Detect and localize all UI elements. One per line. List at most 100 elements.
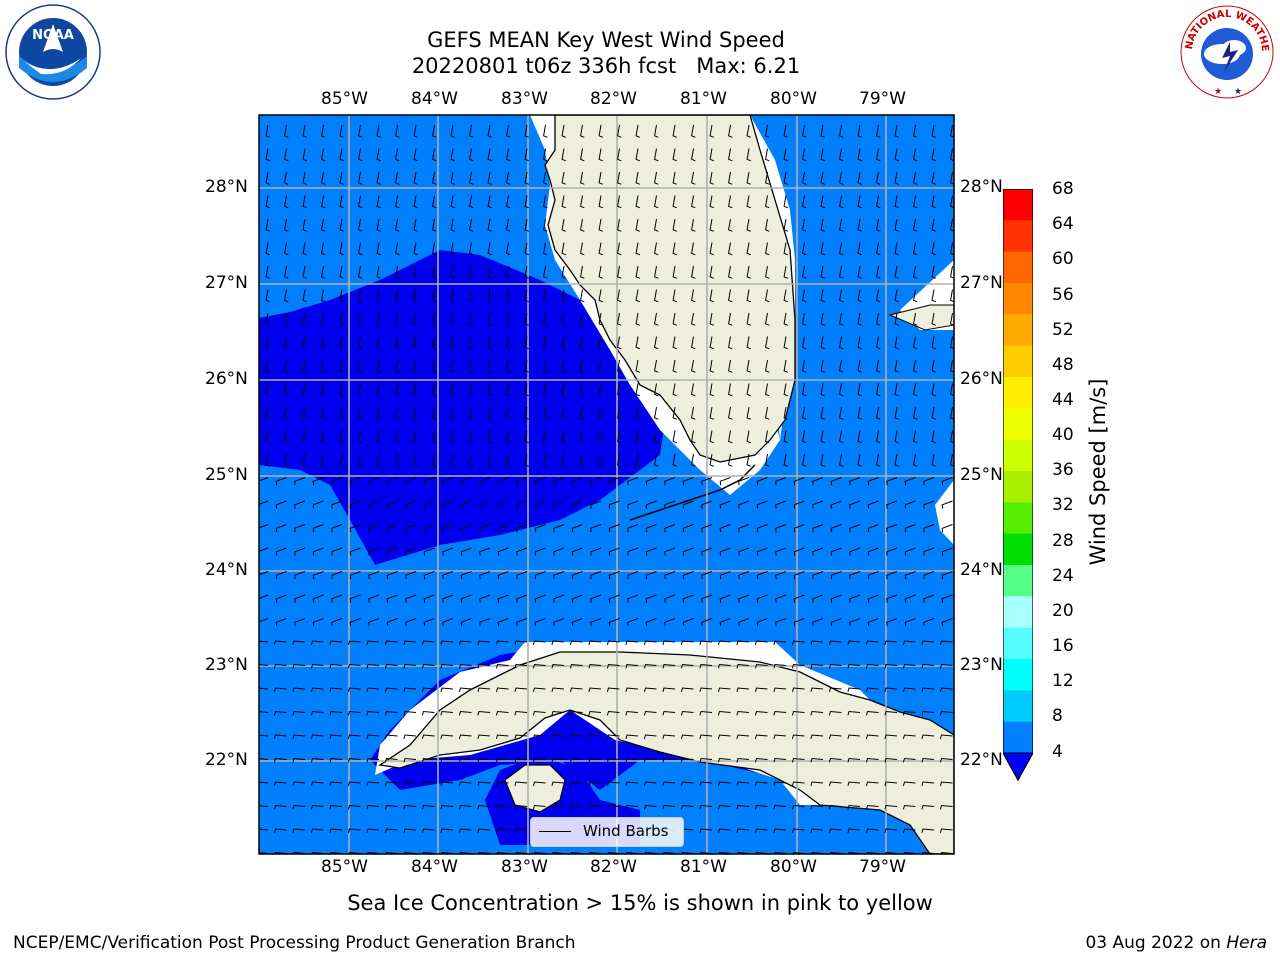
wind-barb — [273, 781, 287, 787]
wind-barb — [284, 195, 289, 209]
wind-barb — [495, 828, 509, 834]
wind-barb — [384, 734, 398, 740]
wind-barb — [339, 359, 344, 373]
colorbar — [1002, 188, 1034, 782]
wind-barb — [606, 757, 620, 763]
wind-barb — [588, 687, 602, 693]
wind-barb — [617, 265, 622, 279]
wind-barb — [644, 851, 657, 854]
wind-barb — [857, 383, 862, 397]
wind-barb — [450, 289, 455, 303]
wind-barb — [532, 710, 546, 716]
wind-barb — [339, 195, 344, 209]
wind-barb — [366, 734, 380, 740]
wind-barb — [339, 336, 344, 350]
wind-barb — [931, 359, 936, 373]
wind-barb — [830, 571, 842, 580]
wind-barb — [479, 571, 491, 580]
wind-barb — [440, 663, 454, 669]
colorbar-tick: 28 — [1052, 531, 1074, 551]
wind-barb — [802, 148, 807, 162]
wind-barb — [923, 618, 935, 627]
wind-barb — [791, 640, 805, 646]
wind-barb — [719, 547, 731, 556]
wind-barb — [746, 195, 751, 209]
wind-barb — [701, 594, 713, 603]
colorbar-tick: 36 — [1052, 460, 1074, 480]
wind-barb — [395, 195, 400, 209]
wind-barb — [376, 265, 381, 279]
wind-barb — [709, 312, 714, 326]
footer-host: Hera — [1226, 933, 1267, 953]
title-max: Max: 6.21 — [696, 54, 801, 78]
lon-label-top: 82°W — [590, 89, 637, 109]
wind-barb — [913, 453, 918, 467]
wind-barb — [259, 477, 269, 482]
wind-barb — [682, 477, 694, 486]
wind-barb — [376, 336, 381, 350]
wind-barb — [672, 265, 677, 279]
wind-barb — [368, 571, 380, 580]
wind-barb — [939, 663, 953, 669]
wind-barb — [701, 571, 713, 580]
wind-barb — [432, 195, 437, 209]
lon-label-bottom: 84°W — [411, 857, 458, 877]
plot-title: GEFS MEAN Key West Wind Speed 20220801 t… — [300, 27, 912, 79]
wind-barb — [339, 124, 344, 138]
wind-barb — [450, 242, 455, 256]
wind-barb — [765, 359, 770, 373]
wind-barb — [765, 265, 770, 279]
wind-barb — [643, 710, 657, 716]
wind-barb — [617, 430, 622, 444]
wind-barb — [894, 359, 899, 373]
wind-barb — [543, 124, 548, 138]
wind-barb — [524, 195, 529, 209]
wind-barb — [682, 524, 694, 533]
wind-barb — [384, 804, 398, 810]
wind-barb — [450, 430, 455, 444]
wind-barb — [487, 124, 492, 138]
wind-barb — [273, 734, 287, 740]
wind-barb — [849, 571, 861, 580]
wind-barb — [913, 289, 918, 303]
wind-barb — [358, 148, 363, 162]
wind-barb — [717, 640, 731, 646]
wind-barb — [302, 148, 307, 162]
wind-barb — [497, 594, 509, 603]
wind-barb — [635, 195, 640, 209]
wind-barb — [755, 851, 768, 854]
wind-barb — [561, 383, 566, 397]
wind-barb — [442, 477, 454, 486]
wind-barb — [347, 734, 361, 740]
noaa-logo-text: NOAA — [32, 28, 74, 43]
wind-barb — [477, 663, 491, 669]
wind-barb — [514, 828, 528, 834]
colorbar-segment — [1003, 283, 1033, 315]
wind-barb — [506, 265, 511, 279]
wind-barb — [802, 124, 807, 138]
wind-barb — [580, 195, 585, 209]
colorbar-tick: 44 — [1052, 390, 1074, 410]
wind-barb — [294, 477, 306, 486]
wind-barb — [691, 242, 696, 256]
wind-barb — [460, 618, 472, 627]
wind-barb — [376, 148, 381, 162]
wind-barb — [820, 312, 825, 326]
wind-barb — [672, 195, 677, 209]
wind-barb — [820, 453, 825, 467]
wind-barb — [487, 148, 492, 162]
wind-barb — [884, 687, 898, 693]
wind-barb — [913, 171, 918, 185]
wind-barb — [506, 406, 511, 420]
wind-barb — [259, 687, 269, 690]
wind-barb — [950, 195, 954, 209]
wind-barb — [405, 594, 417, 603]
wind-barb — [532, 663, 546, 669]
wind-barb — [259, 640, 269, 643]
wind-barb — [580, 218, 585, 232]
wind-barb — [701, 618, 713, 627]
wind-barb — [302, 195, 307, 209]
wind-barb — [902, 663, 916, 669]
wind-barb — [857, 359, 862, 373]
wind-barb — [569, 734, 583, 740]
